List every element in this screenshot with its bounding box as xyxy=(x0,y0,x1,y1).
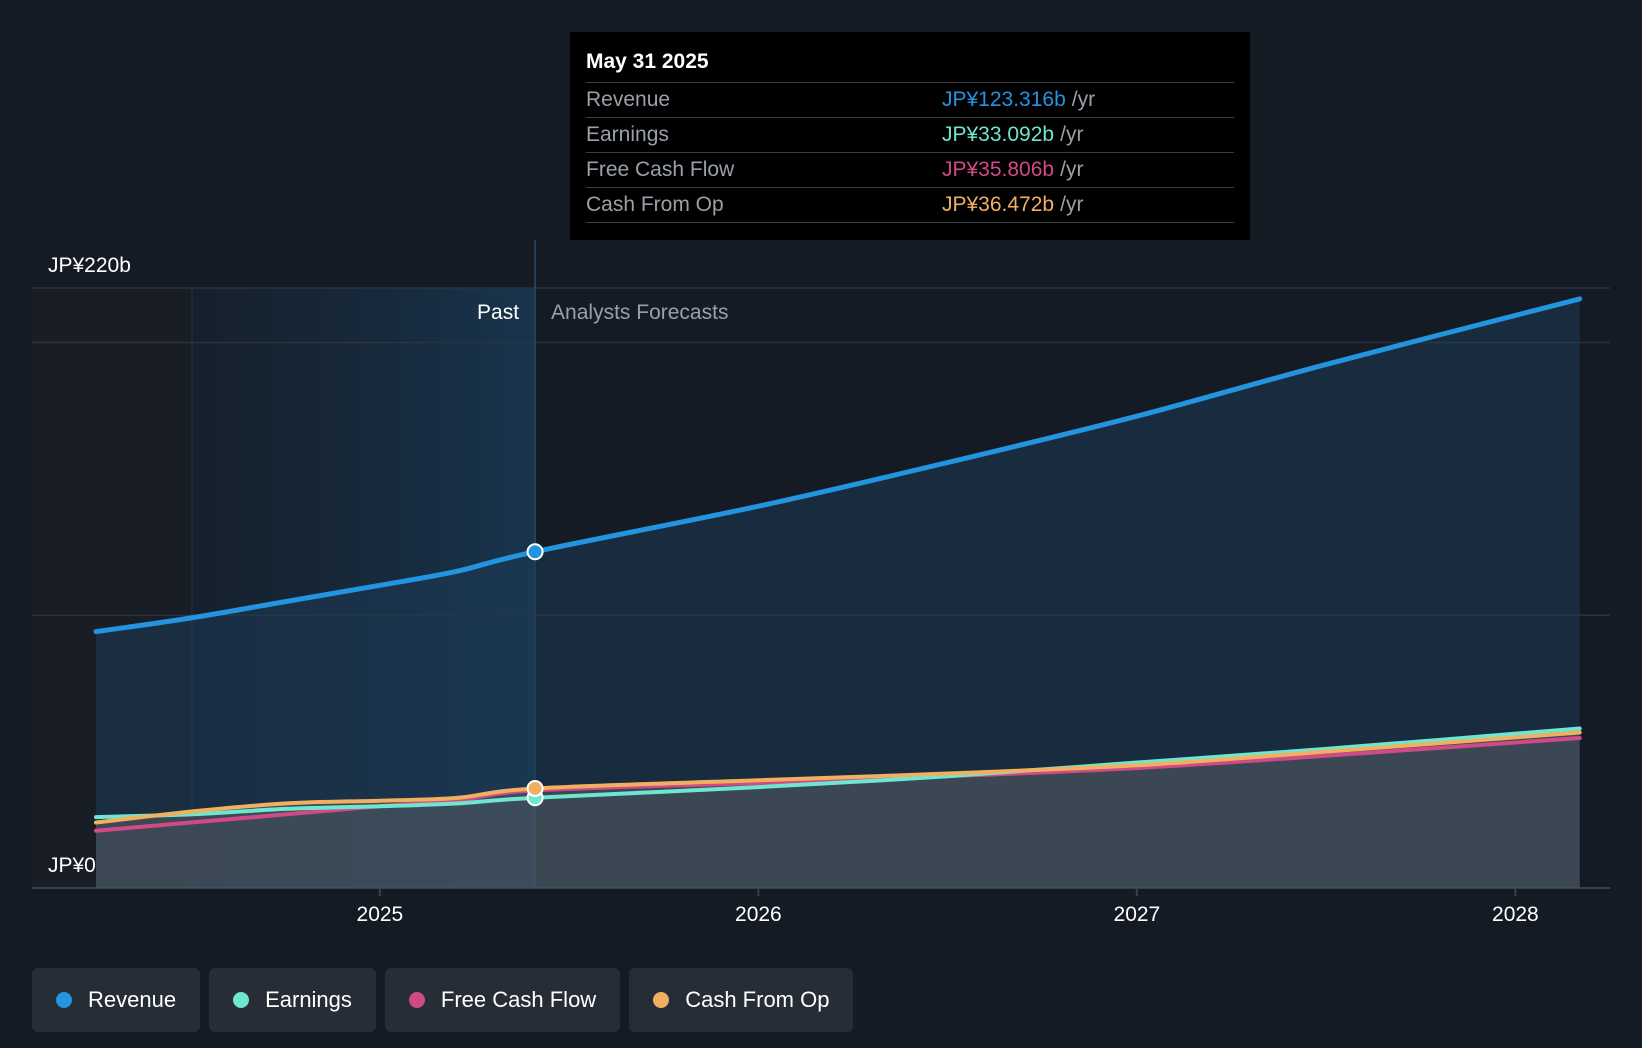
legend-label: Free Cash Flow xyxy=(440,987,597,1012)
x-tick-label: 2028 xyxy=(1492,903,1539,926)
tooltip-label: Earnings xyxy=(586,123,669,146)
tooltip-unit: /yr xyxy=(1060,123,1084,146)
tooltip-row-free-cash-flow: Free Cash Flow JP¥35.806b /yr xyxy=(586,153,1234,188)
y-axis-label-bottom: JP¥0 xyxy=(48,854,96,877)
legend-label: Cash From Op xyxy=(685,987,830,1012)
legend-item-cash-from-op[interactable]: Cash From Op xyxy=(629,968,854,1032)
series-line-earnings xyxy=(94,726,1582,820)
cash-from-op-dot-icon xyxy=(653,992,670,1008)
forecast-label: Analysts Forecasts xyxy=(551,301,728,324)
revenue-dot-icon xyxy=(56,992,72,1008)
tooltip-label: Revenue xyxy=(586,88,671,111)
y-axis-label-top: JP¥220b xyxy=(48,254,131,277)
x-tick-label: 2025 xyxy=(357,903,404,926)
tooltip-value: JP¥36.472b xyxy=(942,193,1055,216)
tooltip-label: Free Cash Flow xyxy=(586,158,735,181)
legend-label: Earnings xyxy=(265,987,352,1012)
earnings-area xyxy=(96,732,1580,888)
tooltip-value: JP¥123.316b xyxy=(942,88,1066,111)
x-tick-label: 2027 xyxy=(1114,903,1161,926)
marker-revenue xyxy=(526,543,544,561)
legend: Revenue Earnings Free Cash Flow Cash Fro… xyxy=(32,968,854,1032)
tooltip-date: May 31 2025 xyxy=(586,46,1234,83)
x-tick-label: 2026 xyxy=(735,903,782,926)
legend-item-free-cash-flow[interactable]: Free Cash Flow xyxy=(384,968,621,1032)
series-line-free-cash-flow xyxy=(94,736,1582,833)
legend-item-revenue[interactable]: Revenue xyxy=(32,968,201,1032)
series-line-cash-from-op xyxy=(94,730,1582,825)
tooltip-row-cash-from-op: Cash From Op JP¥36.472b /yr xyxy=(586,188,1234,223)
tooltip-unit: /yr xyxy=(1060,193,1084,216)
tooltip-row-earnings: Earnings JP¥33.092b /yr xyxy=(586,118,1234,153)
tooltip-label: Cash From Op xyxy=(586,193,724,216)
revenue-area xyxy=(96,298,1580,888)
earnings-dot-icon xyxy=(233,992,250,1008)
legend-label: Revenue xyxy=(88,987,177,1012)
past-label: Past xyxy=(477,301,519,324)
tooltip: May 31 2025 Revenue JP¥123.316b /yr Earn… xyxy=(570,32,1250,240)
tooltip-value: JP¥33.092b xyxy=(942,123,1055,146)
marker-cash-from-op xyxy=(526,779,544,797)
tooltip-value: JP¥35.806b xyxy=(942,158,1055,181)
free-cash-flow-dot-icon xyxy=(408,992,425,1008)
legend-item-earnings[interactable]: Earnings xyxy=(209,968,376,1032)
tooltip-row-revenue: Revenue JP¥123.316b /yr xyxy=(586,83,1234,118)
series-line-revenue xyxy=(93,296,1583,635)
tooltip-unit: /yr xyxy=(1060,158,1084,181)
tooltip-unit: /yr xyxy=(1071,88,1096,111)
